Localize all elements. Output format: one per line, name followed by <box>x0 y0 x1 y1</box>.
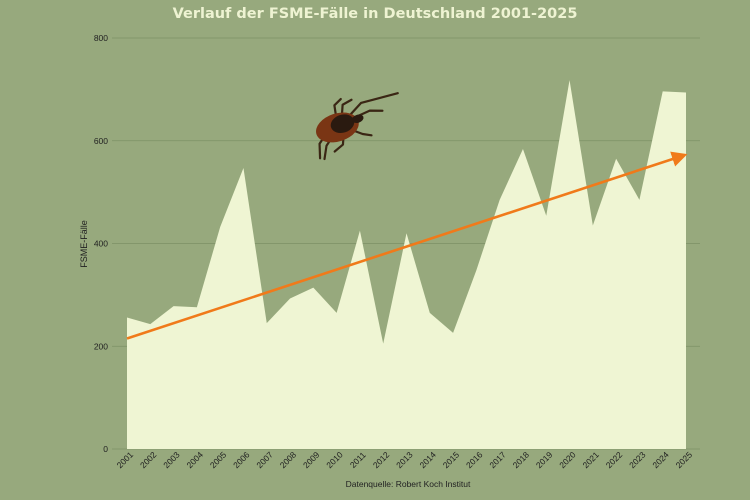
x-tick-label: 2015 <box>441 449 462 470</box>
trend-arrow <box>126 151 688 340</box>
x-tick-label: 2023 <box>627 449 648 470</box>
x-tick-label: 2007 <box>254 449 275 470</box>
data-source-note: Datenquelle: Robert Koch Institut <box>345 479 471 489</box>
y-tick-label: 800 <box>94 33 108 43</box>
x-tick-label: 2014 <box>417 449 438 470</box>
x-tick-label: 2017 <box>487 449 508 470</box>
x-tick-label: 2025 <box>674 449 695 470</box>
x-tick-label: 2020 <box>557 449 578 470</box>
x-tick-label: 2019 <box>534 449 555 470</box>
area-series <box>127 80 686 449</box>
x-tick-label: 2022 <box>604 449 625 470</box>
x-tick-label: 2018 <box>511 449 532 470</box>
y-tick-label: 600 <box>94 136 108 146</box>
y-tick-label: 400 <box>94 239 108 249</box>
x-tick-label: 2021 <box>580 449 601 470</box>
x-tick-label: 2005 <box>208 449 229 470</box>
x-tick-label: 2010 <box>324 449 345 470</box>
x-tick-label: 2016 <box>464 449 485 470</box>
x-tick-label: 2011 <box>348 450 368 470</box>
x-axis: 2001 2002 2003 2004 2005 2006 2007 2008 2009 2010… <box>115 449 695 470</box>
x-tick-label: 2006 <box>231 449 252 470</box>
x-tick-label: 2001 <box>115 449 136 470</box>
x-tick-label: 2013 <box>394 449 415 470</box>
x-tick-label: 2002 <box>138 449 159 470</box>
y-tick-label: 200 <box>94 341 108 351</box>
chart-title: Verlauf der FSME-Fälle in Deutschland 20… <box>172 6 578 22</box>
x-tick-label: 2003 <box>161 449 182 470</box>
x-tick-label: 2004 <box>185 449 206 470</box>
x-tick-label: 2012 <box>371 449 392 470</box>
tick-icon <box>316 92 399 161</box>
x-tick-label: 2008 <box>278 449 299 470</box>
x-tick-label: 2024 <box>650 449 671 470</box>
x-tick-label: 2009 <box>301 449 322 470</box>
y-tick-label: 0 <box>103 444 108 454</box>
